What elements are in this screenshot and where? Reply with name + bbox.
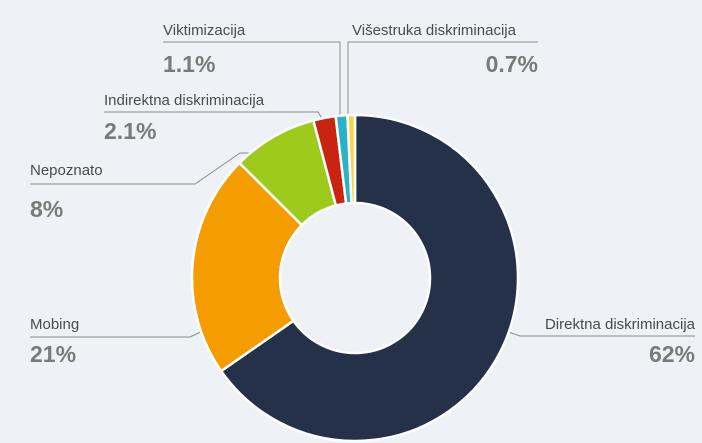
value-label: 21%: [30, 341, 76, 367]
category-label: Viktimizacija: [163, 22, 246, 39]
value-label: 8%: [30, 196, 63, 222]
donut-segment: [219, 113, 520, 443]
category-label: Indirektna diskriminacija: [104, 92, 265, 109]
leader-line: [347, 41, 538, 120]
value-label: 62%: [649, 341, 695, 367]
category-label: Mobing: [30, 316, 79, 333]
leader-lines: [30, 41, 695, 338]
value-label: 2.1%: [104, 118, 156, 144]
leader-line: [163, 41, 341, 120]
category-label: Nepoznato: [30, 162, 103, 179]
donut-segment: [346, 113, 357, 205]
value-label: 0.7%: [486, 51, 538, 77]
value-label: 1.1%: [163, 51, 215, 77]
category-label: Direktna diskriminacija: [545, 316, 696, 333]
donut-segment: [190, 161, 304, 373]
category-label: Višestruka diskriminacija: [352, 22, 517, 39]
